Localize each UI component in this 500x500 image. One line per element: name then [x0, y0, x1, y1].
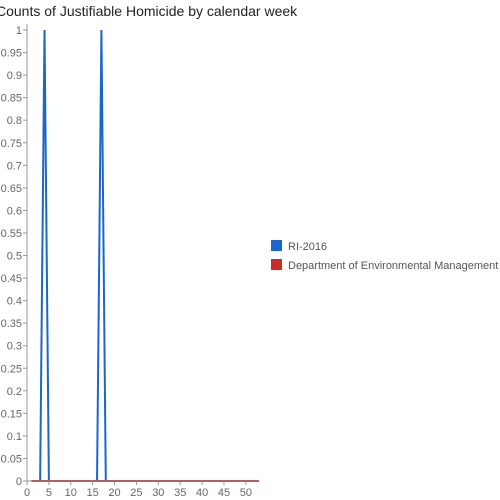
x-tick-label: 40 [196, 487, 208, 499]
plot-area: 0 0.05 0.1 0.15 0.2 0.25 0.3 0.35 0.4 0.45 0.5 0.55… [1, 24, 259, 499]
x-tick-label: 30 [152, 487, 164, 499]
x-tick-label: 50 [240, 487, 252, 499]
legend-swatch [271, 259, 282, 270]
series-line-1 [31, 29, 259, 482]
x-tick-label: 45 [218, 487, 230, 499]
y-tick-label: 0.65 [1, 183, 22, 195]
y-tick-label: 0.8 [7, 115, 22, 127]
y-tick-label: 0.7 [7, 160, 22, 172]
legend-label: RI-2016 [288, 241, 327, 253]
y-tick-label: 0 [16, 476, 22, 488]
y-tick-label: 0.15 [1, 408, 22, 420]
legend-swatch [271, 240, 282, 251]
y-tick-label: 0.6 [7, 205, 22, 217]
y-tick-label: 0.45 [1, 273, 22, 285]
y-tick-label: 0.75 [1, 138, 22, 150]
legend: RI-2016 Department of Environmental Manag… [271, 240, 498, 272]
y-tick-label: 0.35 [1, 318, 22, 330]
y-tick-label: 0.55 [1, 228, 22, 240]
y-tick-label: 0.9 [7, 70, 22, 82]
y-tick-label: 0.3 [7, 341, 22, 353]
x-tick-label: 5 [46, 487, 52, 499]
x-tick-label: 20 [108, 487, 120, 499]
x-tick-label: 25 [130, 487, 142, 499]
y-tick-label: 0.2 [7, 386, 22, 398]
y-tick-label: 1 [16, 25, 22, 37]
x-tick-label: 15 [87, 487, 99, 499]
y-tick-label: 0.1 [7, 431, 22, 443]
y-tick-label: 0.4 [7, 296, 22, 308]
y-tick-label: 0.25 [1, 363, 22, 375]
y-tick-label: 0.5 [7, 251, 22, 263]
x-tick-label: 35 [174, 487, 186, 499]
y-tick-label: 0.85 [1, 93, 22, 105]
y-tick-label: 0.05 [1, 453, 22, 465]
x-tick-label: 0 [24, 487, 30, 499]
legend-label: Department of Environmental Management [288, 260, 498, 272]
x-tick-label: 10 [65, 487, 77, 499]
chart-title: Counts of Justifiable Homicide by calend… [0, 3, 298, 19]
y-tick-label: 0.95 [1, 48, 22, 60]
